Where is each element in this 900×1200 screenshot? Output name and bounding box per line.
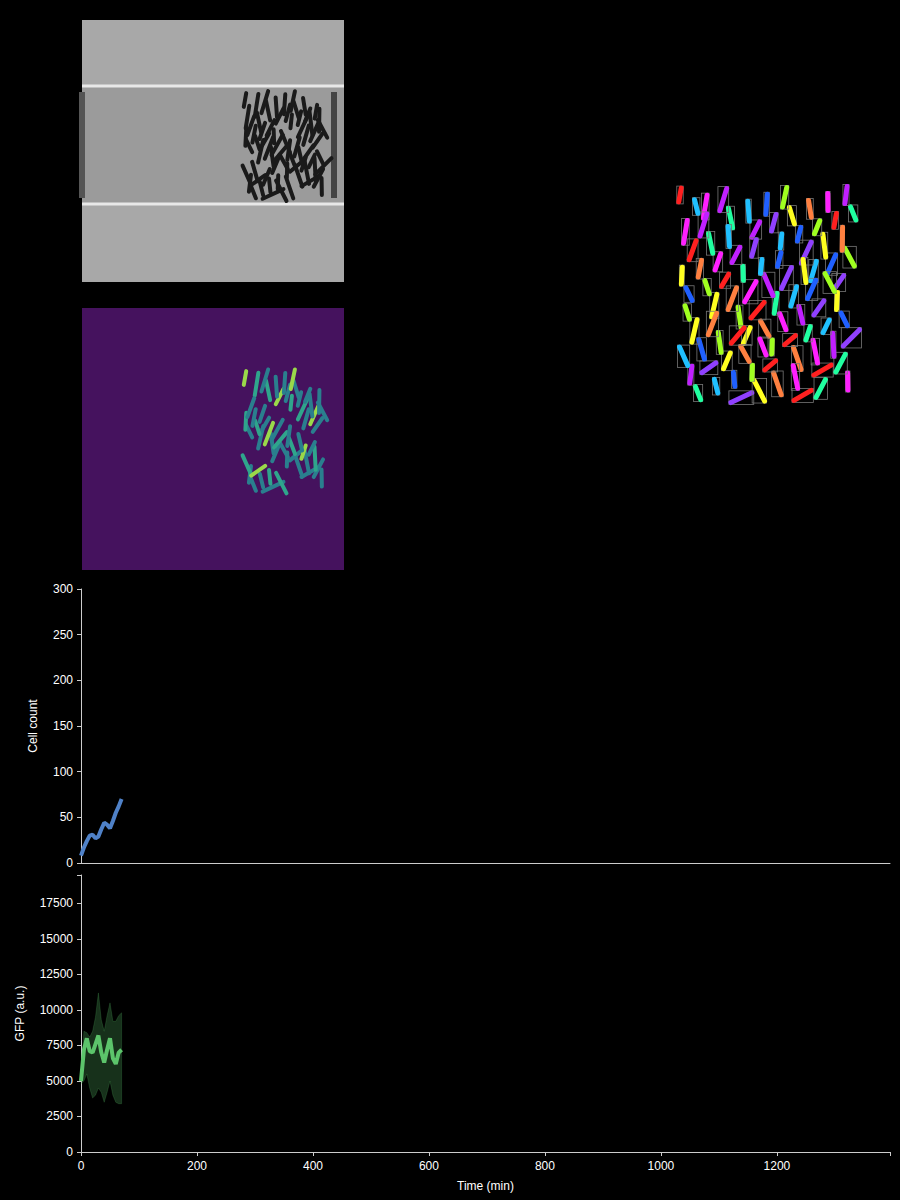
svg-text:7500: 7500 — [46, 1038, 73, 1052]
svg-text:400: 400 — [303, 1159, 323, 1173]
svg-text:50: 50 — [60, 810, 74, 824]
svg-text:17500: 17500 — [40, 896, 74, 910]
svg-text:250: 250 — [53, 628, 73, 642]
svg-text:5000: 5000 — [46, 1074, 73, 1088]
svg-text:150: 150 — [53, 719, 73, 733]
svg-text:Time (min): Time (min) — [457, 1179, 514, 1193]
svg-text:600: 600 — [419, 1159, 439, 1173]
svg-text:200: 200 — [187, 1159, 207, 1173]
svg-text:1200: 1200 — [764, 1159, 791, 1173]
svg-text:800: 800 — [535, 1159, 555, 1173]
svg-text:15000: 15000 — [40, 932, 74, 946]
svg-text:300: 300 — [53, 582, 73, 596]
svg-text:0: 0 — [66, 1145, 73, 1159]
svg-text:100: 100 — [53, 765, 73, 779]
svg-text:0: 0 — [78, 1159, 85, 1173]
svg-text:1000: 1000 — [648, 1159, 675, 1173]
svg-text:2500: 2500 — [46, 1109, 73, 1123]
svg-text:10000: 10000 — [40, 1003, 74, 1017]
svg-text:Cell count: Cell count — [26, 699, 40, 753]
svg-text:200: 200 — [53, 673, 73, 687]
svg-text:GFP (a.u.): GFP (a.u.) — [13, 986, 27, 1042]
svg-text:0: 0 — [66, 856, 73, 870]
svg-text:12500: 12500 — [40, 967, 74, 981]
